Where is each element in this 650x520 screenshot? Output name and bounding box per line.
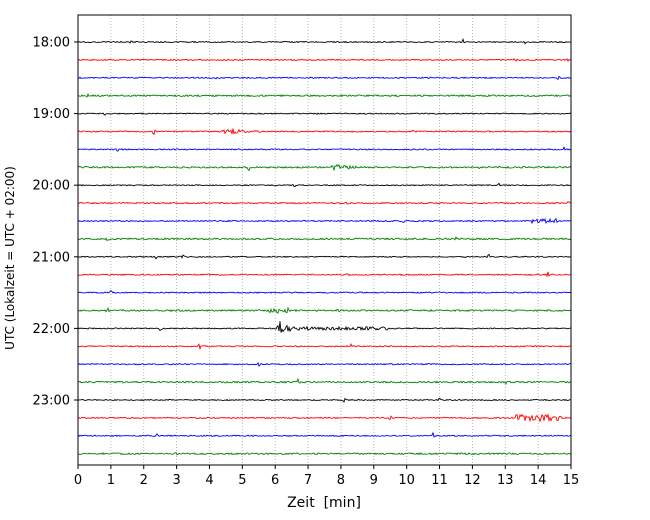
seismogram-trace-21:00 — [77, 253, 572, 260]
seismogram-trace-22:00 — [77, 321, 572, 333]
plot-background — [78, 15, 571, 465]
y-axis-label: UTC (Lokalzeit = UTC + 02:00) — [3, 166, 17, 350]
x-tick-label: 0 — [74, 473, 82, 488]
y-axis-ticks: 18:00 19:00 20:00 21:00 22:00 23:00 — [33, 36, 78, 409]
y-tick-label: 19:00 — [33, 107, 70, 122]
seismogram-trace-22:15 — [77, 342, 572, 351]
seismogram-trace-18:15 — [77, 58, 572, 62]
seismogram-trace-18:45 — [77, 92, 572, 98]
seismogram-trace-21:45 — [77, 306, 572, 314]
x-tick-label: 14 — [530, 473, 547, 488]
seismogram-trace-23:45 — [77, 452, 572, 456]
seismogram-trace-23:30 — [77, 431, 572, 438]
seismogram-trace-22:30 — [77, 361, 572, 367]
seismogram-trace-18:30 — [77, 75, 572, 81]
x-tick-label: 5 — [238, 473, 246, 488]
x-axis-ticks: 0 1 2 3 4 5 6 7 8 9 10 11 12 13 14 15 — [74, 465, 579, 488]
plot-border — [77, 14, 572, 466]
x-tick-label: 15 — [563, 473, 580, 488]
seismogram-traces — [77, 37, 572, 456]
y-tick-label: 18:00 — [33, 36, 70, 51]
y-tick-label: 20:00 — [33, 179, 70, 194]
x-tick-label: 10 — [398, 473, 415, 488]
seismogram-trace-23:15 — [77, 413, 572, 423]
seismogram-trace-19:45 — [77, 163, 572, 172]
x-tick-label: 13 — [497, 473, 514, 488]
x-tick-label: 6 — [271, 473, 279, 488]
seismogram-trace-20:45 — [77, 236, 572, 242]
seismogram-trace-19:15 — [77, 128, 572, 136]
x-tick-label: 4 — [205, 473, 213, 488]
x-tick-label: 9 — [370, 473, 378, 488]
seismogram-trace-20:15 — [77, 201, 572, 205]
x-tick-label: 12 — [464, 473, 481, 488]
y-tick-label: 22:00 — [33, 322, 70, 337]
grid-lines — [110, 15, 539, 465]
x-axis-label: Zeit [min] — [287, 495, 361, 511]
seismogram-trace-19:30 — [77, 145, 572, 152]
seismogram-trace-18:00 — [77, 37, 572, 45]
seismogram-trace-23:00 — [77, 397, 572, 404]
seismogram-trace-20:00 — [77, 182, 572, 188]
x-tick-label: 3 — [172, 473, 180, 488]
y-tick-label: 23:00 — [33, 394, 70, 409]
y-tick-label: 21:00 — [33, 250, 70, 265]
seismogram-trace-22:45 — [77, 377, 572, 385]
seismogram-trace-21:15 — [77, 271, 572, 278]
x-tick-label: 1 — [107, 473, 115, 488]
seismogram-trace-21:30 — [77, 289, 572, 294]
x-tick-label: 8 — [337, 473, 345, 488]
x-tick-label: 11 — [431, 473, 448, 488]
x-tick-label: 7 — [304, 473, 312, 488]
seismogram-trace-19:00 — [77, 112, 572, 116]
x-tick-label: 2 — [140, 473, 148, 488]
seismogram-trace-20:30 — [77, 217, 572, 225]
